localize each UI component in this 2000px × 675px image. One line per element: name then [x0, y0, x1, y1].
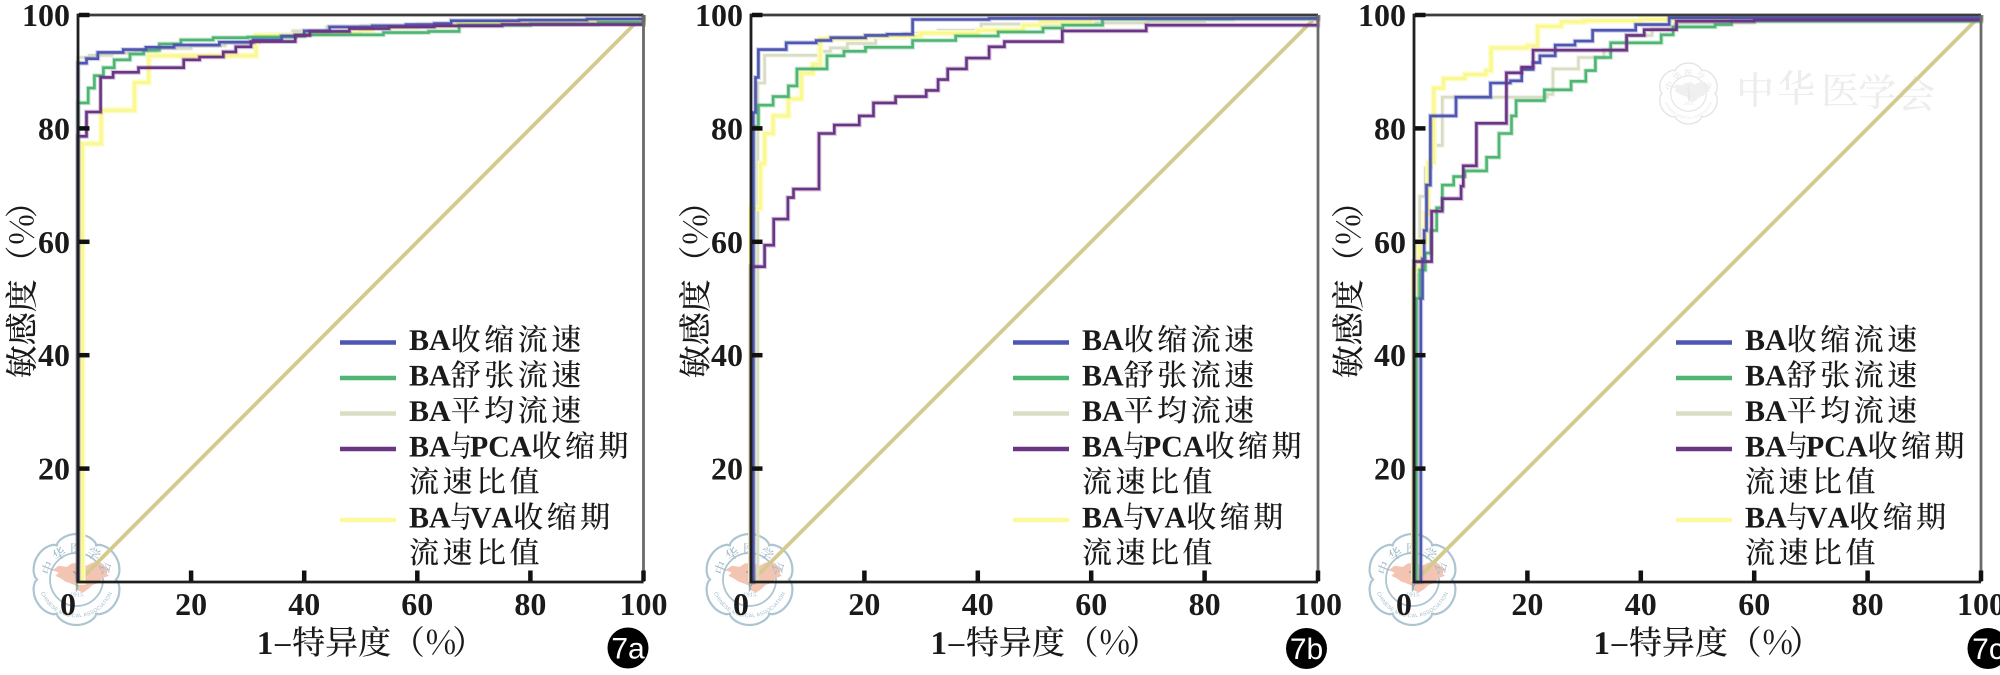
svg-text:100: 100 — [620, 586, 668, 622]
svg-text:60: 60 — [1374, 224, 1406, 260]
svg-text:100: 100 — [1358, 0, 1406, 33]
svg-text:60: 60 — [401, 586, 433, 622]
svg-text:80: 80 — [38, 110, 70, 146]
svg-text:7b: 7b — [1290, 633, 1323, 666]
svg-text:40: 40 — [962, 586, 994, 622]
svg-text:40: 40 — [1374, 337, 1406, 373]
svg-text:80: 80 — [514, 586, 546, 622]
svg-text:40: 40 — [288, 586, 320, 622]
svg-text:20: 20 — [711, 451, 743, 487]
svg-text:0: 0 — [60, 586, 76, 622]
svg-text:0: 0 — [733, 586, 749, 622]
svg-text:.1915.: .1915. — [1683, 101, 1694, 106]
svg-text:80: 80 — [1189, 586, 1221, 622]
svg-text:60: 60 — [1738, 586, 1770, 622]
svg-text:80: 80 — [711, 110, 743, 146]
svg-text:.1915.: .1915. — [69, 592, 86, 599]
svg-text:7c: 7c — [1972, 633, 2000, 666]
svg-text:40: 40 — [711, 337, 743, 373]
svg-text:60: 60 — [711, 224, 743, 260]
svg-text:40: 40 — [1625, 586, 1657, 622]
svg-text:20: 20 — [1511, 586, 1543, 622]
svg-text:20: 20 — [38, 451, 70, 487]
svg-text:7a: 7a — [611, 633, 645, 666]
svg-text:100: 100 — [1957, 586, 2000, 622]
svg-text:100: 100 — [22, 0, 70, 33]
svg-text:0: 0 — [1396, 586, 1412, 622]
svg-text:20: 20 — [848, 586, 880, 622]
svg-text:100: 100 — [1294, 586, 1342, 622]
svg-text:.1915.: .1915. — [742, 592, 759, 599]
svg-text:20: 20 — [1374, 451, 1406, 487]
svg-text:60: 60 — [38, 224, 70, 260]
svg-text:80: 80 — [1852, 586, 1884, 622]
svg-text:60: 60 — [1075, 586, 1107, 622]
svg-text:80: 80 — [1374, 110, 1406, 146]
svg-text:.1915.: .1915. — [1405, 592, 1422, 599]
svg-text:20: 20 — [175, 586, 207, 622]
svg-text:40: 40 — [38, 337, 70, 373]
svg-text:100: 100 — [695, 0, 743, 33]
